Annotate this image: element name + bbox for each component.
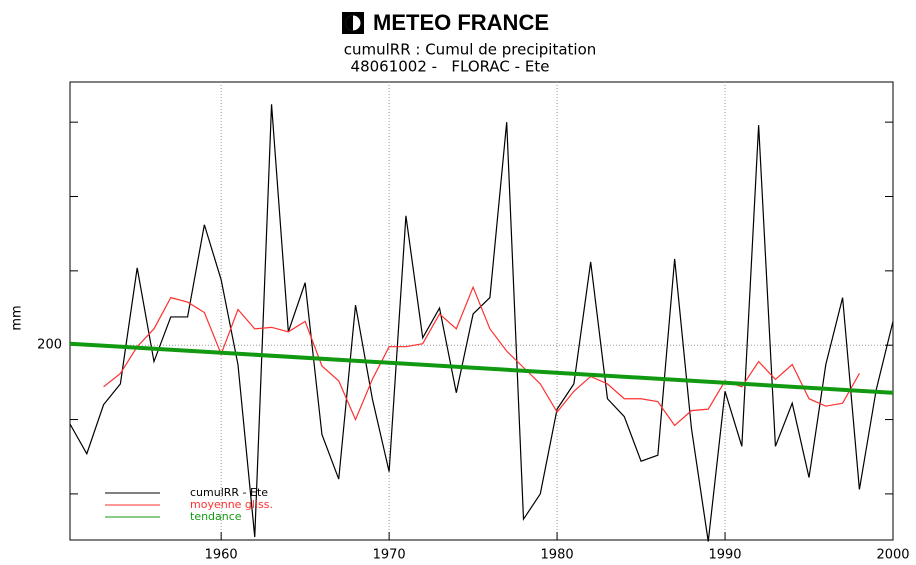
legend-label: moyenne gliss. [190,498,273,511]
chart-title: METEO FRANCE [373,10,549,35]
y-tick-label: 200 [37,338,62,353]
chart-subtitle: 48061002 - FLORAC - Ete [351,58,550,76]
x-tick-label: 1960 [205,548,238,563]
plot-frame [69,81,894,541]
y-axis-label: mm [10,305,25,330]
logo [342,12,364,34]
x-tick-label: 1990 [708,548,741,563]
x-tick-label: 1980 [541,548,574,563]
legend-label: tendance [190,510,242,523]
data-line [69,104,894,542]
x-tick-label: 1970 [373,548,406,563]
chart-subtitle: cumulRR : Cumul de precipitation [344,41,597,59]
legend-label: cumulRR - Ete [190,486,268,499]
x-tick-label: 2000 [876,548,909,563]
data-line [69,341,894,395]
